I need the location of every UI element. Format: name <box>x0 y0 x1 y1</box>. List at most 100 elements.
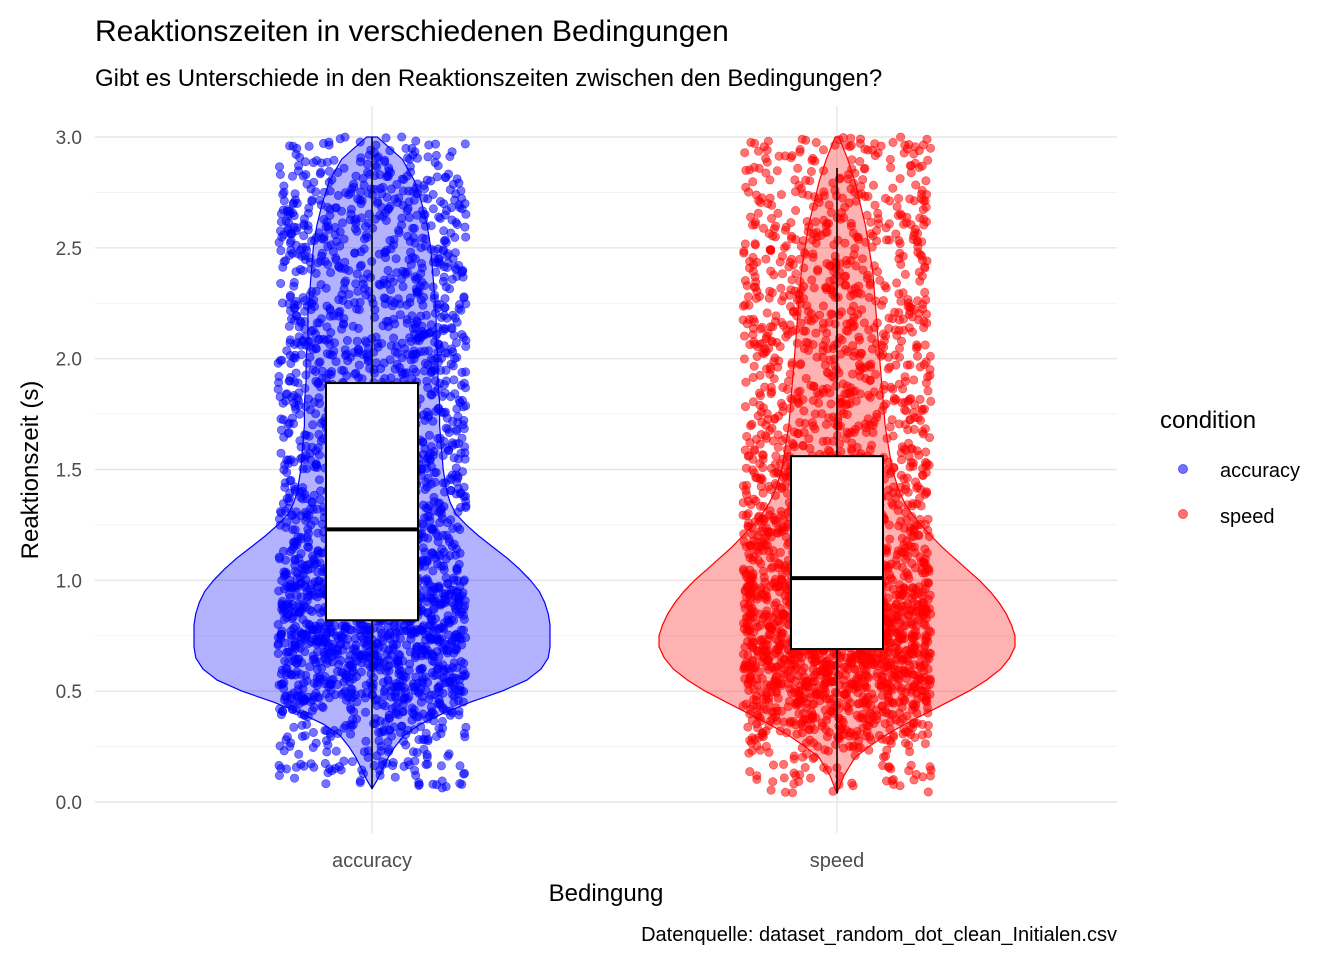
point-accuracy <box>423 152 433 162</box>
point-speed <box>824 200 834 210</box>
point-speed <box>882 433 892 443</box>
point-accuracy <box>420 635 430 645</box>
point-speed <box>848 316 858 326</box>
point-speed <box>906 220 916 230</box>
point-speed <box>846 133 856 143</box>
point-accuracy <box>388 757 398 767</box>
point-speed <box>800 326 810 336</box>
point-accuracy <box>275 356 285 366</box>
point-speed <box>739 246 749 256</box>
point-accuracy <box>397 132 407 142</box>
point-accuracy <box>294 607 304 617</box>
chart-subtitle: Gibt es Unterschiede in den Reaktionszei… <box>95 65 882 92</box>
point-speed <box>744 748 754 758</box>
point-speed <box>778 321 788 331</box>
point-speed <box>743 509 753 519</box>
point-accuracy <box>436 600 446 610</box>
point-accuracy <box>296 454 306 464</box>
point-accuracy <box>426 368 436 378</box>
point-accuracy <box>431 150 441 160</box>
point-speed <box>923 386 933 396</box>
point-speed <box>912 351 922 361</box>
point-speed <box>758 223 768 233</box>
point-speed <box>883 654 893 664</box>
point-accuracy <box>435 213 445 223</box>
point-speed <box>920 739 930 749</box>
point-speed <box>807 417 817 427</box>
point-speed <box>896 336 906 346</box>
point-accuracy <box>307 606 317 616</box>
point-accuracy <box>295 409 305 419</box>
point-speed <box>824 413 834 423</box>
point-speed <box>906 394 916 404</box>
point-speed <box>924 531 934 541</box>
point-speed <box>867 440 877 450</box>
point-speed <box>925 143 935 153</box>
point-accuracy <box>344 190 354 200</box>
point-speed <box>743 292 753 302</box>
point-speed <box>912 237 922 247</box>
point-speed <box>740 148 750 158</box>
point-accuracy <box>327 643 337 653</box>
point-accuracy <box>290 401 300 411</box>
point-speed <box>919 404 929 414</box>
point-speed <box>824 727 834 737</box>
point-speed <box>792 338 802 348</box>
point-speed <box>855 389 865 399</box>
point-accuracy <box>383 655 393 665</box>
point-accuracy <box>274 237 284 247</box>
point-accuracy <box>402 368 412 378</box>
point-speed <box>768 436 778 446</box>
point-speed <box>774 151 784 161</box>
point-accuracy <box>438 723 448 733</box>
point-accuracy <box>325 311 335 321</box>
point-accuracy <box>301 402 311 412</box>
point-speed <box>765 506 775 516</box>
point-speed <box>908 583 918 593</box>
point-accuracy <box>431 731 441 741</box>
point-speed <box>740 642 750 652</box>
point-accuracy <box>286 738 296 748</box>
point-accuracy <box>397 213 407 223</box>
point-accuracy <box>326 327 336 337</box>
point-accuracy <box>311 409 321 419</box>
point-accuracy <box>385 146 395 156</box>
point-speed <box>926 396 936 406</box>
point-accuracy <box>326 268 336 278</box>
point-accuracy <box>306 337 316 347</box>
point-speed <box>925 762 935 772</box>
point-speed <box>746 212 756 222</box>
point-accuracy <box>430 477 440 487</box>
point-accuracy <box>407 373 417 383</box>
point-accuracy <box>459 769 469 779</box>
point-accuracy <box>355 157 365 167</box>
point-accuracy <box>312 680 322 690</box>
point-accuracy <box>459 293 469 303</box>
point-speed <box>783 702 793 712</box>
point-accuracy <box>452 426 462 436</box>
point-accuracy <box>308 727 318 737</box>
point-speed <box>868 231 878 241</box>
point-accuracy <box>438 451 448 461</box>
point-accuracy <box>345 660 355 670</box>
point-speed <box>779 243 789 253</box>
point-accuracy <box>374 249 384 259</box>
point-speed <box>884 323 894 333</box>
point-speed <box>925 771 935 781</box>
point-accuracy <box>448 179 458 189</box>
point-speed <box>907 327 917 337</box>
point-accuracy <box>450 389 460 399</box>
point-speed <box>778 638 788 648</box>
point-speed <box>743 650 753 660</box>
point-speed <box>915 552 925 562</box>
point-accuracy <box>294 332 304 342</box>
point-accuracy <box>455 761 465 771</box>
point-speed <box>923 729 933 739</box>
point-speed <box>792 729 802 739</box>
point-speed <box>799 663 809 673</box>
point-speed <box>795 277 805 287</box>
point-speed <box>843 169 853 179</box>
point-accuracy <box>349 347 359 357</box>
point-accuracy <box>398 282 408 292</box>
point-speed <box>879 336 889 346</box>
